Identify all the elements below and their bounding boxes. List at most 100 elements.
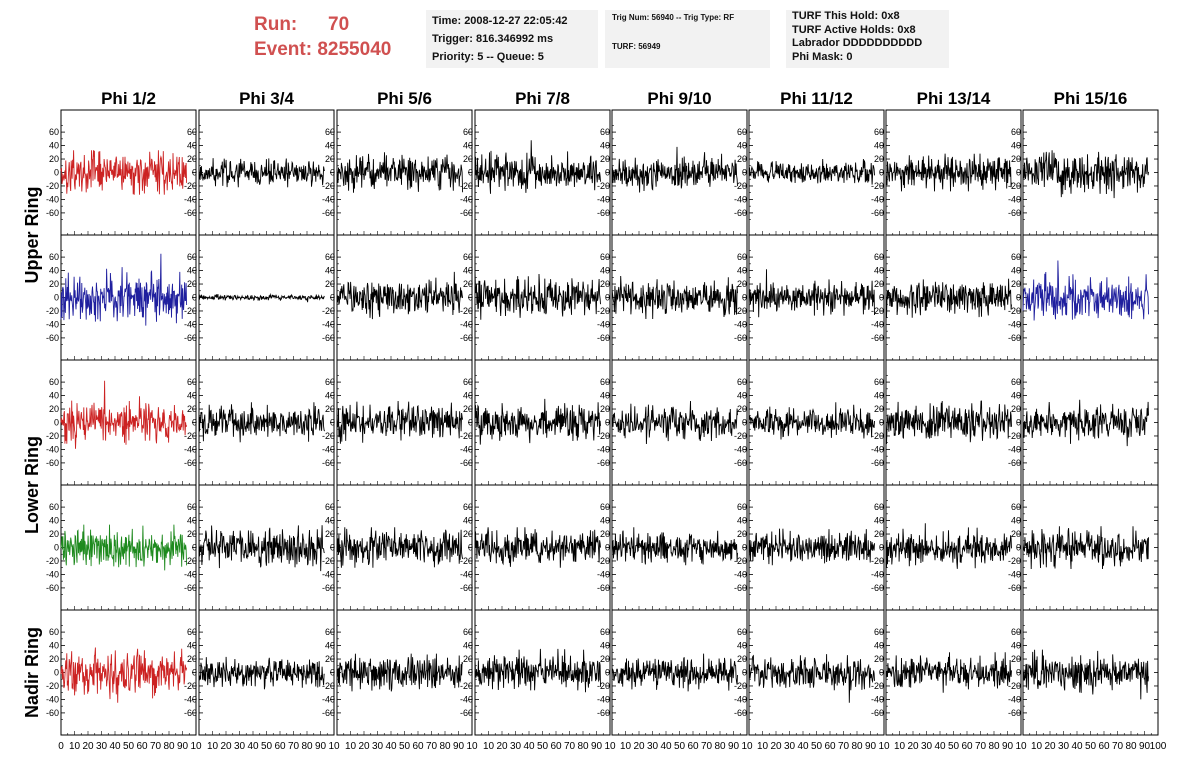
y-tick-label: 20 bbox=[737, 404, 747, 414]
time-info-panel: Time: 2008-12-27 22:05:42 Trigger: 816.3… bbox=[426, 10, 598, 68]
turf-line: TURF: 56949 bbox=[612, 42, 661, 51]
y-tick-label: 0 bbox=[54, 418, 59, 428]
turf-info-panel: TURF This Hold: 0x8 TURF Active Holds: 0… bbox=[786, 10, 949, 68]
y-tick-label: 60 bbox=[463, 377, 473, 387]
x-tick-label: 10 bbox=[345, 741, 357, 752]
y-tick-label: -60 bbox=[871, 583, 884, 593]
y-tick-label: -40 bbox=[46, 694, 59, 704]
y-tick-label: -60 bbox=[871, 208, 884, 218]
x-tick-label: 90 bbox=[315, 741, 327, 752]
y-tick-label: -40 bbox=[871, 569, 884, 579]
y-tick-label: 0 bbox=[879, 543, 884, 553]
x-tick-label: 70 bbox=[150, 741, 162, 752]
y-tick-label: 0 bbox=[54, 543, 59, 553]
x-tick-label: 50 bbox=[1085, 741, 1097, 752]
y-tick-label: 0 bbox=[605, 168, 610, 178]
y-tick-label: -40 bbox=[871, 194, 884, 204]
y-tick-label: -40 bbox=[184, 194, 197, 204]
y-tick-label: 60 bbox=[1011, 127, 1021, 137]
x-tick-label: 30 bbox=[647, 741, 659, 752]
x-tick-label: 50 bbox=[399, 741, 411, 752]
x-tick-label: 90 bbox=[453, 741, 465, 752]
y-tick-label: -60 bbox=[1008, 708, 1021, 718]
y-tick-label: 20 bbox=[874, 404, 884, 414]
y-tick-label: -40 bbox=[734, 444, 747, 454]
y-tick-label: 0 bbox=[742, 543, 747, 553]
y-tick-label: 60 bbox=[187, 252, 197, 262]
x-tick-label: 30 bbox=[96, 741, 108, 752]
y-tick-label: 20 bbox=[1011, 529, 1021, 539]
y-tick-label: 40 bbox=[600, 641, 610, 651]
y-tick-label: 40 bbox=[737, 266, 747, 276]
x-tick-label: 30 bbox=[234, 741, 246, 752]
x-tick-label: 90 bbox=[728, 741, 740, 752]
y-tick-label: 40 bbox=[1011, 391, 1021, 401]
y-tick-label: 40 bbox=[49, 391, 59, 401]
x-tick-label: 50 bbox=[123, 741, 135, 752]
y-tick-label: -20 bbox=[322, 181, 335, 191]
y-tick-label: 20 bbox=[325, 279, 335, 289]
y-tick-label: 40 bbox=[874, 641, 884, 651]
y-tick-label: 0 bbox=[879, 168, 884, 178]
y-tick-label: -20 bbox=[597, 181, 610, 191]
waveform-trace bbox=[1022, 526, 1149, 570]
y-tick-label: 60 bbox=[1011, 377, 1021, 387]
y-tick-label: 20 bbox=[600, 654, 610, 664]
waveform-trace bbox=[198, 292, 325, 303]
y-tick-label: -60 bbox=[184, 583, 197, 593]
column-title: Phi 5/6 bbox=[377, 89, 432, 108]
y-tick-label: 60 bbox=[187, 627, 197, 637]
y-tick-label: 60 bbox=[49, 252, 59, 262]
x-tick-label: 20 bbox=[633, 741, 645, 752]
event-value: 8255040 bbox=[317, 39, 392, 60]
y-tick-label: 60 bbox=[49, 127, 59, 137]
y-tick-label: -40 bbox=[1008, 194, 1021, 204]
x-tick-label: 10 bbox=[620, 741, 632, 752]
x-tick-label: 10 bbox=[878, 741, 890, 752]
waveform-trace bbox=[336, 653, 464, 692]
y-tick-label: -20 bbox=[734, 556, 747, 566]
y-tick-label: -40 bbox=[460, 444, 473, 454]
x-tick-label: 10 bbox=[190, 741, 202, 752]
x-tick-label: 80 bbox=[439, 741, 451, 752]
y-tick-label: 0 bbox=[605, 668, 610, 678]
x-tick-label: 20 bbox=[907, 741, 919, 752]
x-tick-label: 70 bbox=[1112, 741, 1124, 752]
y-tick-label: -40 bbox=[46, 569, 59, 579]
y-tick-label: -20 bbox=[597, 431, 610, 441]
waveform-trace bbox=[748, 402, 875, 440]
x-tick-label: 20 bbox=[1044, 741, 1056, 752]
x-tick-label: 30 bbox=[1058, 741, 1070, 752]
y-tick-label: 20 bbox=[325, 154, 335, 164]
y-tick-label: 0 bbox=[54, 168, 59, 178]
waveform-trace bbox=[748, 654, 875, 703]
x-tick-label: 10 bbox=[1015, 741, 1027, 752]
y-tick-label: -40 bbox=[1008, 319, 1021, 329]
waveform-trace bbox=[1022, 649, 1149, 700]
x-tick-label: 30 bbox=[921, 741, 933, 752]
y-tick-label: -60 bbox=[871, 458, 884, 468]
waveform-trace bbox=[60, 150, 188, 195]
y-tick-label: -20 bbox=[322, 556, 335, 566]
x-tick-label: 70 bbox=[564, 741, 576, 752]
y-tick-label: 40 bbox=[874, 516, 884, 526]
x-tick-label: 90 bbox=[865, 741, 877, 752]
y-tick-label: -20 bbox=[184, 181, 197, 191]
y-tick-label: 40 bbox=[325, 516, 335, 526]
y-tick-label: 20 bbox=[1011, 279, 1021, 289]
y-tick-label: -40 bbox=[734, 194, 747, 204]
y-tick-label: -40 bbox=[322, 569, 335, 579]
x-tick-label: 80 bbox=[577, 741, 589, 752]
waveform-trace bbox=[885, 523, 1012, 569]
x-tick-label: 10 bbox=[466, 741, 478, 752]
y-tick-label: 0 bbox=[330, 418, 335, 428]
y-tick-label: -60 bbox=[46, 208, 59, 218]
x-tick-label: 60 bbox=[550, 741, 562, 752]
y-tick-label: -60 bbox=[1008, 208, 1021, 218]
y-tick-label: -20 bbox=[734, 431, 747, 441]
y-tick-label: 60 bbox=[737, 127, 747, 137]
y-tick-label: 60 bbox=[49, 502, 59, 512]
y-tick-label: 0 bbox=[330, 168, 335, 178]
waveform-trace bbox=[885, 652, 1012, 693]
